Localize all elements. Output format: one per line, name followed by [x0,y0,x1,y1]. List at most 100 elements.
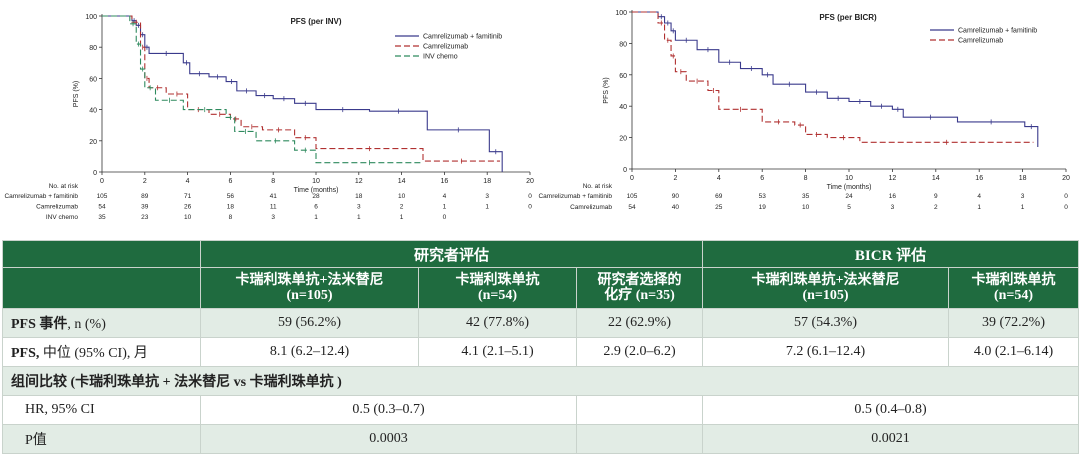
row-label-median: PFS, 中位 (95% CI), 月 [2,337,201,367]
chart1-title: PFS (per INV) [290,17,341,26]
chart2-y-tick-label: 20 [619,136,627,143]
cell-events: 59 (56.2%) [200,308,419,338]
table-row-hr: HR, 95% CI 0.5 (0.3–0.7) 0.5 (0.4–0.8) [2,395,1080,425]
chart1-risk-value: 3 [357,204,361,211]
chart2-risk-value: 1 [1021,204,1025,211]
chart1-risk-value: 11 [270,204,277,211]
table-row-median: PFS, 中位 (95% CI), 月 8.1 (6.2–12.4) 4.1 (… [2,337,1080,367]
chart1-y-tick-label: 80 [89,45,97,52]
cell-hr-inv: 0.5 (0.3–0.7) [200,395,577,425]
chart2-risk-value: 54 [628,204,636,211]
chart1-x-tick-label: 2 [143,178,147,185]
header-arm-cam-fam-bicr: 卡瑞利珠单抗+法米替尼 (n=105) [702,267,950,309]
chart1-risk-value: 1 [485,204,489,211]
chart1-risk-row-label: INV chemo [46,214,79,221]
header-blank-2 [2,267,201,309]
chart2-risk-value: 69 [715,193,723,200]
chart1-risk-value: 8 [229,214,233,221]
chart1-risk-value: 18 [355,193,363,200]
chart2-risk-value: 24 [845,193,853,200]
chart2-legend-label: Camrelizumab [958,38,1003,45]
chart2-risk-value: 0 [1064,204,1068,211]
chart2-risk-value: 35 [802,193,810,200]
pfs-results-table: 研究者评估 BICR 评估 卡瑞利珠单抗+法米替尼 (n=105) 卡瑞利珠单抗(… [1,240,1080,454]
chart1-risk-value: 39 [141,204,149,211]
chart2-series-1-line [632,11,1039,148]
chart1-risk-value: 18 [227,204,235,211]
chart1-x-axis-label: Time (months) [294,187,339,194]
chart2-risk-value: 3 [1021,193,1025,200]
cell-events: 57 (54.3%) [702,308,950,338]
chart2-risk-header: No. at risk [583,183,613,190]
chart2-y-tick-label: 100 [615,10,627,17]
chart2-risk-row-label: Camrelizumab [570,204,612,211]
chart1-x-tick-label: 8 [271,178,275,185]
chart1-risk-value: 0 [443,214,447,221]
chart2-y-tick-label: 60 [619,73,627,80]
chart2-x-tick-label: 8 [804,175,808,182]
chart1-x-tick-label: 16 [441,178,449,185]
cell-events: 22 (62.9%) [575,308,704,338]
chart1-risk-header: No. at risk [49,183,79,190]
chart1-x-tick-label: 10 [312,178,320,185]
chart1-risk-value: 1 [357,214,361,221]
table-header-row-2: 卡瑞利珠单抗+法米替尼 (n=105) 卡瑞利珠单抗 (n=54) 研究者选择的 化疗… [2,267,1080,309]
cell-median: 2.9 (2.0–6.2) [575,337,704,367]
group-comparison-label: 组间比较 (卡瑞利珠单抗 + 法米替尼 vs 卡瑞利珠单抗 ) [1,366,1080,396]
chart1-y-axis-label: PFS (%) [73,81,80,107]
chart2-risk-value: 40 [672,204,680,211]
chart2-x-tick-label: 4 [717,175,721,182]
chart1-x-tick-label: 12 [355,178,363,185]
chart2-y-tick-label: 40 [619,104,627,111]
chart1-risk-value: 2 [400,204,404,211]
chart2-legend-label: Camrelizumab + famitinib [958,28,1037,35]
table-row-group: 组间比较 (卡瑞利珠单抗 + 法米替尼 vs 卡瑞利珠单抗 ) [1,366,1080,396]
chart2-risk-value: 16 [889,193,897,200]
chart2-y-axis-label: PFS (%) [603,77,610,103]
chart1-risk-value: 3 [485,193,489,200]
header-arm-cam-inv: 卡瑞利珠单抗 (n=54) [418,267,577,309]
cell-median: 7.2 (6.1–12.4) [702,337,950,367]
chart2-risk-value: 10 [802,204,810,211]
chart2-y-tick-label: 80 [619,41,627,48]
cell-median: 4.1 (2.1–5.1) [418,337,577,367]
chart1-risk-value: 23 [141,214,149,221]
chart2-risk-value: 4 [977,193,981,200]
chart2-risk-value: 9 [934,193,938,200]
header-blank [2,240,201,268]
cell-events: 39 (72.2%) [948,308,1080,338]
cell-hr-blank [575,395,704,425]
chart2-x-tick-label: 0 [630,175,634,182]
cell-events: 42 (77.8%) [418,308,577,338]
chart2-risk-value: 1 [977,204,981,211]
chart2-risk-value: 19 [759,204,767,211]
table-row-events: PFS 事件, n (%) 59 (56.2%) 42 (77.8%) 22 (… [2,308,1080,338]
chart1-risk-value: 56 [227,193,235,200]
chart2-risk-value: 5 [847,204,851,211]
chart1-x-tick-label: 14 [398,178,406,185]
cell-median: 8.1 (6.2–12.4) [200,337,419,367]
chart1-risk-row-label: Camrelizumab + famitinib [4,193,78,200]
chart2-x-tick-label: 6 [760,175,764,182]
chart2-risk-value: 90 [672,193,680,200]
table-row-p: P值 0.0003 0.0021 [2,424,1080,454]
cell-p-bicr: 0.0021 [702,424,1080,454]
chart1-risk-value: 28 [312,193,320,200]
chart1-x-tick-label: 18 [483,178,491,185]
chart2-x-tick-label: 12 [889,175,897,182]
chart2-risk-value: 25 [715,204,723,211]
chart1-risk-value: 105 [97,193,108,200]
chart1-risk-value: 1 [314,214,318,221]
chart2-x-tick-label: 16 [975,175,983,182]
chart1-x-tick-label: 4 [186,178,190,185]
chart1-y-tick-label: 100 [85,14,97,21]
chart1-risk-value: 35 [98,214,106,221]
chart2-risk-row-label: Camrelizumab + famitinib [538,193,612,200]
chart2-x-tick-label: 20 [1062,175,1070,182]
chart1-risk-value: 6 [314,204,318,211]
row-label-hr: HR, 95% CI [2,395,201,425]
header-inv: 研究者评估 [199,240,704,268]
chart2-x-tick-label: 10 [845,175,853,182]
header-arm-chemo-inv: 研究者选择的 化疗 (n=35) [575,267,704,309]
chart2-risk-value: 0 [1064,193,1068,200]
